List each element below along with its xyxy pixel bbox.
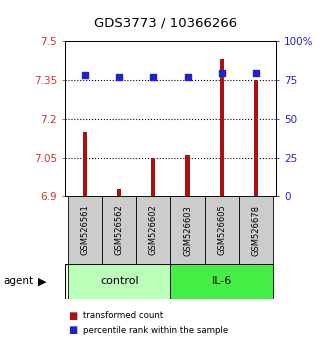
Text: ▶: ▶ [38, 276, 47, 286]
Text: GSM526602: GSM526602 [149, 205, 158, 256]
Text: GSM526561: GSM526561 [80, 205, 90, 256]
Text: ■: ■ [68, 311, 77, 321]
Text: GDS3773 / 10366266: GDS3773 / 10366266 [94, 17, 237, 29]
Text: ■: ■ [68, 325, 77, 335]
Bar [254, 80, 258, 196]
Bar [239, 196, 273, 264]
Text: GSM526562: GSM526562 [115, 205, 124, 256]
Bar [68, 264, 170, 299]
Bar [151, 158, 156, 196]
Text: agent: agent [3, 276, 33, 286]
Point [151, 74, 156, 79]
Text: IL-6: IL-6 [212, 276, 232, 286]
Point [219, 70, 224, 76]
Point [253, 70, 259, 76]
Point [82, 72, 88, 78]
Text: GSM526605: GSM526605 [217, 205, 226, 256]
Bar [83, 132, 87, 196]
Point [117, 74, 122, 79]
Bar [170, 196, 205, 264]
Bar [136, 196, 170, 264]
Bar [170, 264, 273, 299]
Text: transformed count: transformed count [83, 312, 163, 320]
Bar [68, 196, 102, 264]
Bar [185, 155, 190, 196]
Bar [102, 196, 136, 264]
Text: GSM526603: GSM526603 [183, 205, 192, 256]
Point [185, 74, 190, 79]
Text: percentile rank within the sample: percentile rank within the sample [83, 326, 228, 335]
Bar [117, 189, 121, 196]
Bar [220, 59, 224, 196]
Text: control: control [100, 276, 139, 286]
Bar [205, 196, 239, 264]
Text: GSM526678: GSM526678 [251, 205, 260, 256]
